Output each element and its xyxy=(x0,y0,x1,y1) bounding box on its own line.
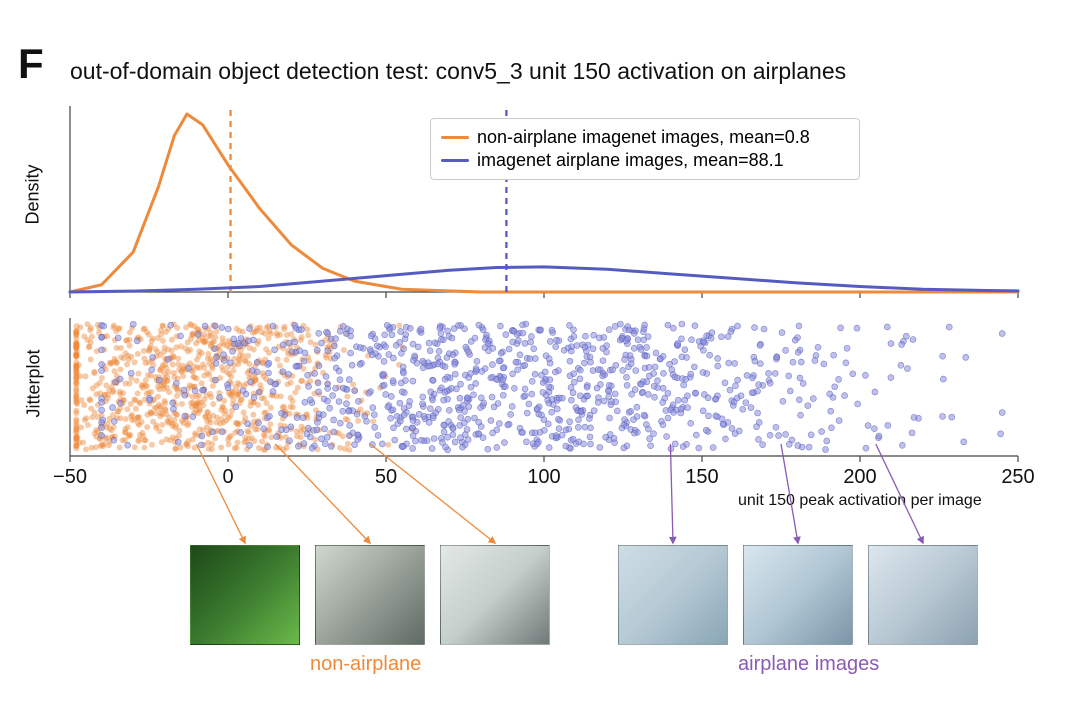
jitter-y-label: Jitterplot xyxy=(24,358,45,418)
thumbnail-person-coat xyxy=(315,545,425,645)
jitter-chart xyxy=(0,0,1038,476)
thumbnail-plane-front xyxy=(743,545,853,645)
thumbnail-box-truck xyxy=(440,545,550,645)
x-tick-label: 150 xyxy=(685,466,718,489)
x-tick-label: 200 xyxy=(843,466,876,489)
x-tick-label: 0 xyxy=(222,466,233,489)
thumbnail-tail-red-x xyxy=(618,545,728,645)
figure-root: F out-of-domain object detection test: c… xyxy=(0,0,1072,725)
thumbnail-group-label-airplane: airplane images xyxy=(738,653,879,676)
x-tick-label: 100 xyxy=(527,466,560,489)
thumbnail-group-label-non-airplane: non-airplane xyxy=(310,653,421,676)
x-tick-label: 250 xyxy=(1001,466,1034,489)
x-axis-caption: unit 150 peak activation per image xyxy=(738,492,982,510)
x-tick-label: −50 xyxy=(53,466,87,489)
thumbnail-beetle-leaf xyxy=(190,545,300,645)
thumbnail-plane-ground xyxy=(868,545,978,645)
x-tick-label: 50 xyxy=(375,466,397,489)
